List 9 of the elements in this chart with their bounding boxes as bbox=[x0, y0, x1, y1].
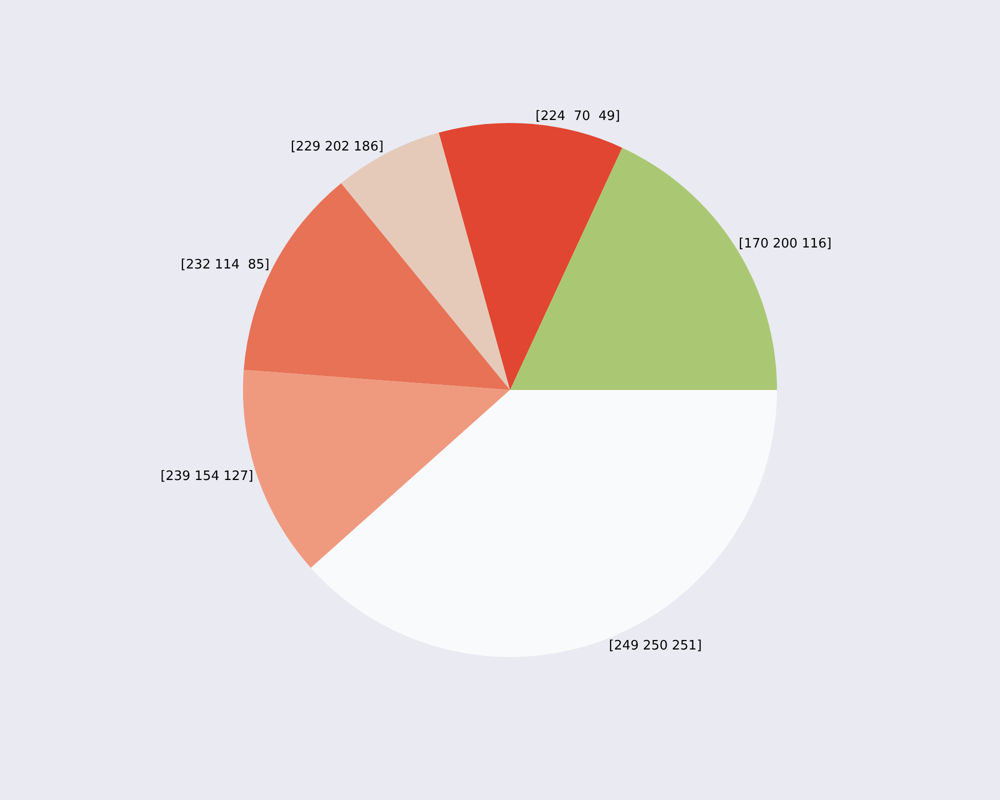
slice-label: [249 250 251] bbox=[608, 638, 702, 654]
pie-slice bbox=[310, 390, 777, 657]
slice-label: [224 70 49] bbox=[536, 108, 620, 124]
pie-slice bbox=[438, 123, 622, 390]
slice-label: [232 114 85] bbox=[180, 257, 270, 272]
slice-label: [229 202 186] bbox=[290, 139, 384, 154]
slice-label: [170 200 116] bbox=[738, 236, 832, 252]
slice-label: [239 154 127] bbox=[160, 468, 254, 484]
pie-slice bbox=[244, 183, 510, 390]
